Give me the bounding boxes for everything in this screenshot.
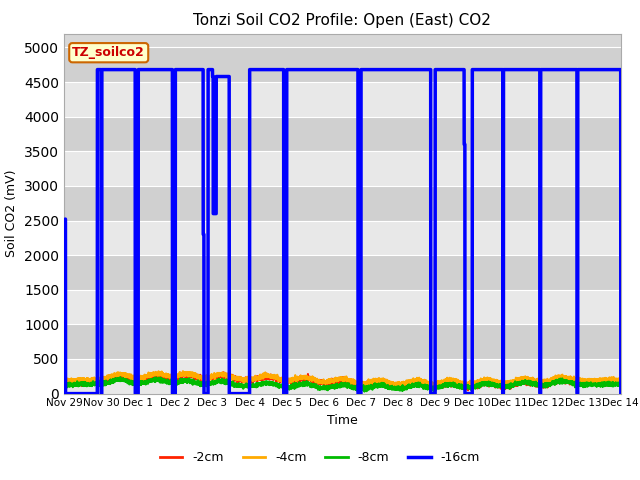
Bar (64, 220, 621, 255)
Legend: -2cm, -4cm, -8cm, -16cm: -2cm, -4cm, -8cm, -16cm (155, 446, 485, 469)
X-axis label: Time: Time (327, 414, 358, 427)
Bar (64, 48, 621, 82)
Bar (64, 186, 621, 220)
Bar (64, 290, 621, 324)
Bar (64, 324, 621, 359)
Text: TZ_soilco2: TZ_soilco2 (72, 46, 145, 59)
Y-axis label: Soil CO2 (mV): Soil CO2 (mV) (6, 170, 19, 257)
Bar (64, 255, 621, 290)
Bar (64, 117, 621, 151)
Bar (64, 82, 621, 117)
Title: Tonzi Soil CO2 Profile: Open (East) CO2: Tonzi Soil CO2 Profile: Open (East) CO2 (193, 13, 492, 28)
Bar (64, 151, 621, 186)
Bar (64, 359, 621, 394)
